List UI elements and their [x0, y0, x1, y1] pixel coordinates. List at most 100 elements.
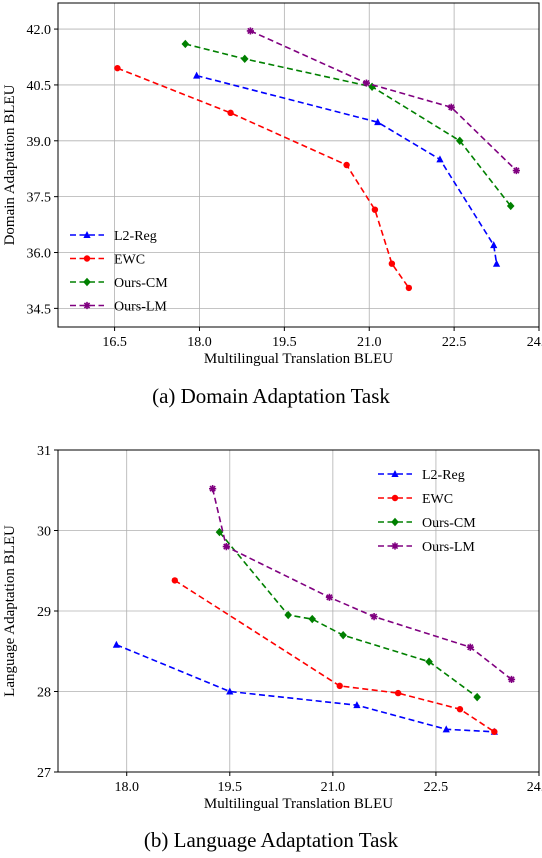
y-tick-label: 29: [37, 605, 51, 620]
data-point: [512, 166, 520, 175]
data-point: [456, 706, 464, 713]
legend-item: L2-Reg: [70, 229, 157, 244]
x-tick-label: 19.5: [218, 780, 243, 795]
domain-adaptation-chart: 16.5 18.0 19.5 21.0 22.5 24.0 34.5 36.0 37.5 39.0…: [0, 0, 542, 380]
legend: L2-Reg EWC Ours-CM Ours-LM: [70, 229, 168, 315]
data-point: [222, 543, 230, 551]
series-line: [185, 43, 512, 207]
language-adaptation-chart: 18.0 19.5 21.0 22.5 24.0 27 28 29 30 31 Multilingu…: [0, 430, 542, 820]
x-tick-label: 21.0: [321, 780, 346, 795]
legend-label: Ours-CM: [114, 276, 168, 291]
legend-item: Ours-CM: [70, 276, 168, 291]
data-point: [466, 643, 474, 651]
legend-label: L2-Reg: [114, 229, 157, 244]
series-ours-lm: [209, 485, 516, 684]
data-point: [343, 161, 350, 169]
data-point: [114, 64, 121, 72]
y-axis-label: Language Adaptation BLEU: [2, 525, 18, 697]
y-tick-label: 40.5: [27, 79, 52, 94]
legend-label: Ours-LM: [114, 300, 167, 315]
legend-item: EWC: [70, 253, 145, 268]
y-tick-label: 27: [37, 766, 51, 781]
data-point: [436, 155, 444, 163]
data-point: [308, 614, 317, 624]
y-tick-label: 28: [37, 686, 51, 701]
grid: [58, 449, 540, 773]
data-point: [112, 640, 121, 648]
x-tick-label: 24.0: [527, 780, 542, 795]
data-point: [240, 54, 249, 64]
legend-marker: [391, 494, 399, 502]
y-axis-label: Domain Adaptation BLEU: [2, 84, 18, 245]
legend-label: Ours-LM: [422, 540, 475, 555]
y-tick-label: 34.5: [27, 302, 52, 317]
legend-item: EWC: [378, 492, 453, 507]
x-tick-label: 22.5: [442, 335, 467, 350]
data-point: [370, 613, 378, 621]
caption-language-adaptation: (b) Language Adaptation Task: [143, 828, 399, 852]
series-ours-cm: [181, 39, 515, 211]
series-ewc: [171, 577, 498, 735]
legend: L2-Reg EWC Ours-CM Ours-LM: [378, 468, 476, 555]
data-point: [246, 27, 254, 35]
y-tick-label: 30: [37, 525, 51, 540]
data-point: [442, 725, 450, 733]
legend-marker: [83, 277, 91, 287]
y-tick-label: 31: [37, 444, 51, 459]
series-ours-lm: [246, 27, 520, 175]
y-tick-label: 37.5: [27, 191, 52, 206]
plot-frame: [57, 2, 540, 328]
x-tick-label: 22.5: [424, 780, 449, 795]
x-axis-label: Multilingual Translation BLEU: [204, 351, 393, 367]
domain-adaptation-plot: 16.5 18.0 19.5 21.0 22.5 24.0 34.5 36.0 37.5 39.0…: [2, 2, 542, 367]
legend-label: L2-Reg: [422, 468, 465, 483]
series-l2-reg: [193, 71, 501, 267]
series-l2-reg: [112, 640, 498, 735]
data-point: [284, 610, 292, 620]
data-point: [209, 485, 217, 493]
data-point: [353, 701, 361, 709]
data-point: [371, 206, 379, 213]
data-point: [171, 577, 179, 584]
x-tick-label: 18.0: [114, 780, 139, 795]
data-point: [491, 728, 498, 735]
language-adaptation-plot: 18.0 19.5 21.0 22.5 24.0 27 28 29 30 31 Multilingu…: [2, 444, 542, 812]
data-point: [506, 201, 515, 211]
data-point: [362, 79, 371, 87]
series-line: [116, 644, 495, 733]
legend-label: Ours-CM: [422, 516, 476, 531]
data-point: [388, 260, 396, 267]
x-tick-label: 16.5: [102, 335, 127, 350]
series-line: [250, 30, 517, 172]
data-point: [490, 241, 498, 249]
x-axis-label: Multilingual Translation BLEU: [204, 796, 393, 812]
data-point: [339, 630, 347, 640]
x-tick-label: 19.5: [272, 335, 297, 350]
data-point: [368, 82, 376, 91]
data-point: [447, 103, 455, 111]
data-point: [507, 675, 516, 684]
data-point: [425, 657, 433, 666]
y-tick-label: 42.0: [27, 23, 52, 38]
data-point: [336, 682, 343, 690]
legend-item: Ours-CM: [378, 516, 476, 531]
legend-label: EWC: [422, 492, 453, 507]
data-point: [193, 71, 201, 79]
legend-marker: [83, 301, 91, 310]
y-tick-label: 39.0: [27, 135, 52, 150]
series-ewc: [114, 64, 413, 292]
legend-marker: [391, 470, 399, 477]
series-line: [211, 488, 512, 681]
data-point: [325, 593, 334, 601]
x-tick-label: 21.0: [357, 335, 382, 350]
data-point: [473, 692, 481, 702]
x-tick-label: 24.0: [527, 335, 542, 350]
data-point: [455, 136, 464, 145]
legend-marker: [83, 231, 91, 238]
data-point: [181, 39, 190, 49]
y-tick-label: 36.0: [27, 247, 52, 262]
legend-marker: [83, 255, 91, 262]
caption-domain-adaptation: (a) Domain Adaptation Task: [152, 384, 390, 408]
legend-label: EWC: [114, 253, 145, 268]
legend-item: Ours-LM: [378, 540, 475, 555]
